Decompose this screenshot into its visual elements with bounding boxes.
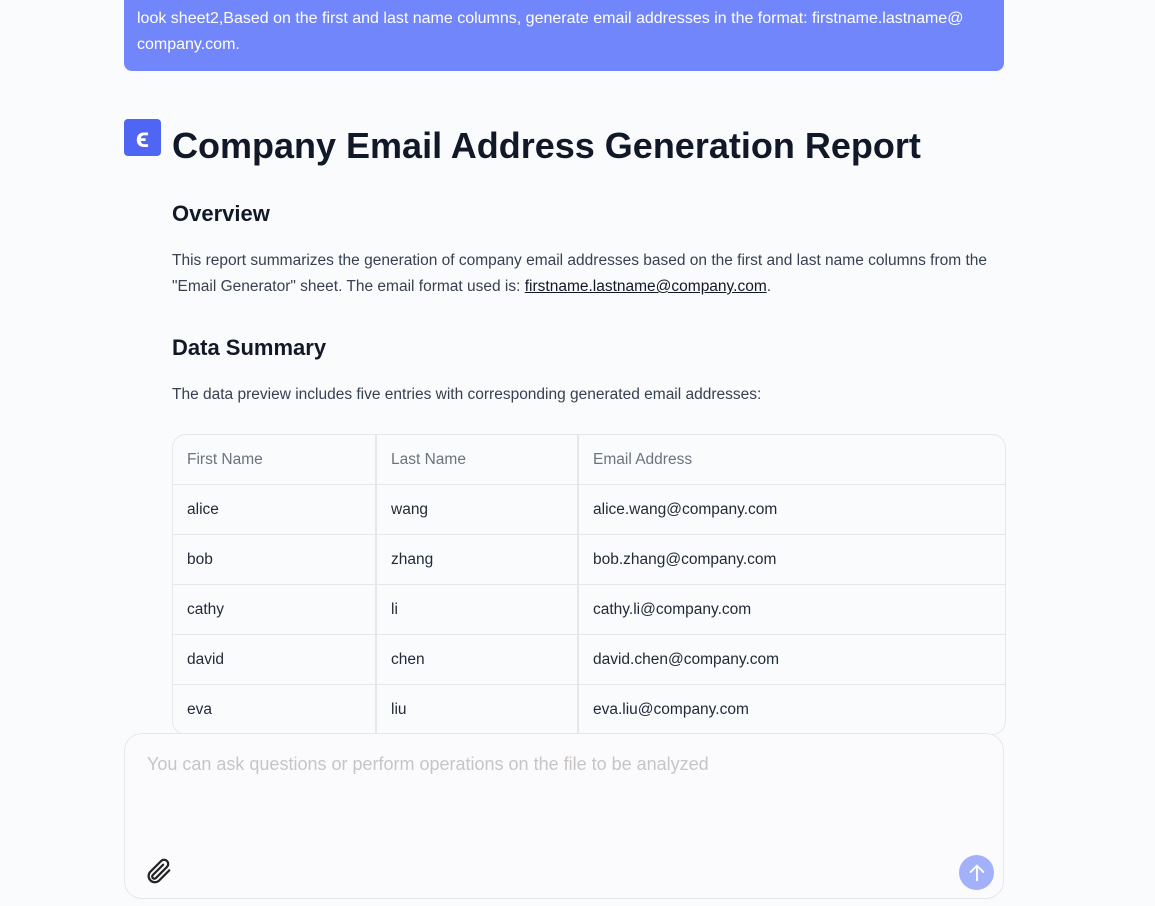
cell-email: bob.zhang@company.com xyxy=(578,534,1005,585)
user-message-bubble: look sheet2,Based on the first and last … xyxy=(124,0,1004,71)
cell-email: cathy.li@company.com xyxy=(578,584,1005,635)
table-row: david chen david.chen@company.com xyxy=(173,634,1005,685)
cell-last-name: liu xyxy=(376,684,579,734)
chat-input[interactable] xyxy=(145,752,969,836)
cell-email: alice.wang@company.com xyxy=(578,484,1005,535)
cell-first-name: cathy xyxy=(173,584,377,635)
overview-paragraph: This report summarizes the generation of… xyxy=(172,248,1004,300)
header-email-address: Email Address xyxy=(578,435,1005,485)
logo-letter: ϵ xyxy=(135,121,150,153)
chat-composer xyxy=(124,733,1004,899)
cell-first-name: bob xyxy=(173,534,377,585)
report-title: Company Email Address Generation Report xyxy=(172,125,921,166)
header-first-name: First Name xyxy=(173,435,377,485)
cell-last-name: zhang xyxy=(376,534,579,585)
cell-first-name: david xyxy=(173,634,377,685)
cell-last-name: li xyxy=(376,584,579,635)
data-summary-text: The data preview includes five entries w… xyxy=(172,386,762,403)
header-last-name: Last Name xyxy=(376,435,579,485)
overview-text: This report summarizes the generation of… xyxy=(172,252,988,295)
data-summary-heading: Data Summary xyxy=(172,335,327,360)
arrow-up-icon xyxy=(969,863,984,881)
email-format-link[interactable]: firstname.lastname@company.com xyxy=(524,278,767,295)
cell-last-name: wang xyxy=(376,484,579,535)
report-content: Overview This report summarizes the gene… xyxy=(172,196,1004,408)
cell-email: eva.liu@company.com xyxy=(593,700,749,718)
table-row: bob zhang bob.zhang@company.com xyxy=(173,534,1005,585)
table-header-row: First Name Last Name Email Address xyxy=(173,435,1005,485)
paperclip-icon[interactable] xyxy=(143,856,173,886)
table-row: cathy li cathy.li@company.com xyxy=(173,584,1005,635)
overview-end: . xyxy=(766,278,772,295)
cell-last-name: chen xyxy=(376,634,579,685)
cell-email: david.chen@company.com xyxy=(578,634,1005,685)
table-row: eva liu eva.liu@company.com xyxy=(173,684,1005,734)
overview-heading: Overview xyxy=(172,201,270,226)
send-button[interactable] xyxy=(959,855,994,890)
table-row: alice wang alice.wang@company.com xyxy=(173,484,1005,535)
email-table: First Name Last Name Email Address alice… xyxy=(172,434,1006,735)
assistant-logo-icon: ϵ xyxy=(124,119,161,156)
cell-first-name: alice xyxy=(173,484,377,535)
user-message-text: look sheet2,Based on the first and last … xyxy=(137,10,964,53)
cell-first-name: eva xyxy=(173,684,377,734)
